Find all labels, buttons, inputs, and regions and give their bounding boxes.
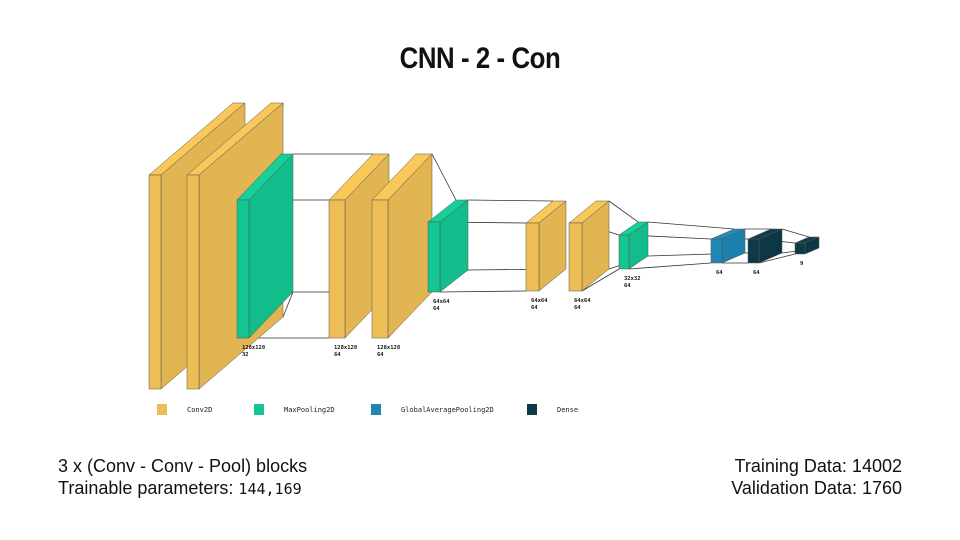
maxpool-swatch <box>254 404 264 415</box>
connector-line <box>628 262 712 270</box>
layer-channel-label: 64 <box>433 306 440 312</box>
layer-dim-label: 128x128 <box>242 345 265 351</box>
layer-front-face <box>568 222 583 292</box>
layer-dim-label: 64 <box>753 270 760 276</box>
legend-label: Dense <box>557 405 579 414</box>
layer-conv2d <box>525 200 567 292</box>
layer-front-face <box>710 238 723 264</box>
layer-channel-label: 64 <box>574 305 581 311</box>
layer-maxpool <box>236 153 294 339</box>
legend-label: GlobalAveragePooling2D <box>401 405 494 414</box>
layer-conv2d <box>328 153 390 339</box>
layer-front-face <box>236 199 250 339</box>
connector-line <box>581 268 620 292</box>
layer-dim-label: 32x32 <box>624 276 641 282</box>
legend-item-dense: Dense <box>527 404 578 415</box>
gap-swatch <box>371 404 381 415</box>
connector-line <box>439 290 527 293</box>
connector-line <box>431 153 457 201</box>
legend-label: Conv2D <box>187 405 213 414</box>
connector-line <box>282 291 294 318</box>
architecture-summary: 3 x (Conv - Conv - Pool) blocks Trainabl… <box>58 455 307 500</box>
layer-dim-label: 128x128 <box>334 345 357 351</box>
connector-line <box>647 221 735 230</box>
blocks-text: 3 x (Conv - Conv - Pool) blocks <box>58 456 308 476</box>
layer-front-face <box>186 174 200 390</box>
layer-channel-label: 64 <box>531 305 538 311</box>
params-value: 144,169 <box>238 480 302 498</box>
page-title: CNN - 2 - Con <box>399 42 561 75</box>
layer-maxpool <box>618 221 649 270</box>
training-data-text: Training Data: 14002 <box>734 456 902 476</box>
layer-front-face <box>794 242 806 255</box>
layer-dense <box>747 228 783 264</box>
layer-channel-label: 64 <box>624 283 631 289</box>
layer-dim-label: 64x64 <box>531 298 548 304</box>
layer-gap <box>710 228 746 264</box>
connector-line <box>467 199 554 202</box>
params-line: Trainable parameters: 144,169 <box>58 477 307 500</box>
layer-front-face <box>427 221 441 293</box>
layer-front-face <box>328 199 346 339</box>
conv2d-swatch <box>157 404 167 415</box>
layer-conv2d <box>568 200 610 292</box>
layer-dim-label: 128x128 <box>377 345 400 351</box>
layer-dim-label: 64 <box>716 270 723 276</box>
layer-front-face <box>525 222 540 292</box>
legend-item-maxpool: MaxPooling2D <box>254 404 335 415</box>
layer-front-face <box>747 238 760 264</box>
connector-line <box>758 253 796 264</box>
layer-channel-label: 32 <box>242 352 249 358</box>
dataset-summary: Training Data: 14002 Validation Data: 17… <box>731 455 902 499</box>
legend-item-gap: GlobalAveragePooling2D <box>371 404 494 415</box>
dense-swatch <box>527 404 537 415</box>
layer-dim-label: 64x64 <box>574 298 591 304</box>
layer-channel-label: 64 <box>377 352 384 358</box>
layer-dim-label: 9 <box>800 261 803 267</box>
layer-maxpool <box>427 199 469 293</box>
layer-dense <box>794 236 820 255</box>
legend: Conv2D MaxPooling2D GlobalAveragePooling… <box>0 404 960 420</box>
connector-line <box>608 200 639 223</box>
layer-channel-label: 64 <box>334 352 341 358</box>
legend-item-conv2d: Conv2D <box>157 404 212 415</box>
layer-conv2d <box>371 153 433 339</box>
layer-front-face <box>371 199 389 339</box>
layer-dim-label: 64x64 <box>433 299 450 305</box>
legend-label: MaxPooling2D <box>284 405 335 414</box>
layer-front-face <box>148 174 162 390</box>
connector-line <box>781 228 810 238</box>
layer-front-face <box>618 234 630 270</box>
validation-data-text: Validation Data: 1760 <box>731 478 902 498</box>
params-label: Trainable parameters: <box>58 478 239 498</box>
